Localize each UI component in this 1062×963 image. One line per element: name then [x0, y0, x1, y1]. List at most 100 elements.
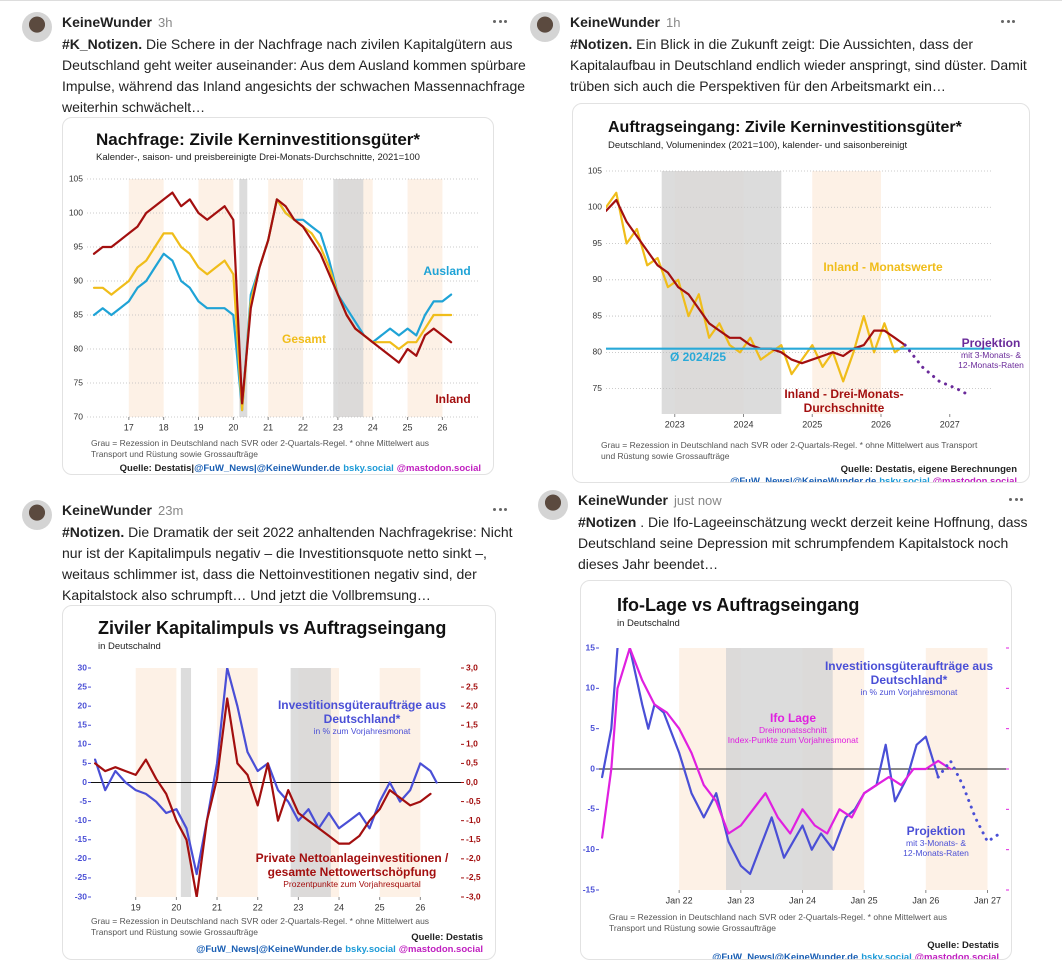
series-label: Ø 2024/25	[653, 350, 743, 364]
source-part: Quelle: Destatis|	[119, 463, 195, 474]
timestamp: 1h	[665, 15, 681, 30]
plot-area	[128, 179, 443, 417]
avatar	[538, 490, 568, 520]
chart-title: Ziviler Kapitalimpuls vs Auftragseingang	[98, 618, 447, 638]
chart-footnote: Grau = Rezession in Deutschland nach SVR…	[601, 440, 978, 461]
source-part: @FuW_News|	[196, 944, 259, 955]
series-line	[936, 759, 1002, 844]
x-tick-label: 2024	[733, 419, 753, 429]
recession-band	[661, 171, 782, 414]
y-tick-label: 75	[593, 383, 603, 393]
y-tick-label: -10	[583, 844, 596, 854]
source-part: bsky.social	[879, 476, 930, 483]
series-name: Investitionsgüteraufträge aus Deutschlan…	[824, 659, 994, 687]
author: KeineWunder	[62, 502, 152, 518]
chart-subtitle: Kalender-, saison- und preisbereinigte D…	[96, 152, 420, 163]
timestamp: 23m	[157, 503, 184, 518]
y2-tick-label: -15	[1011, 884, 1012, 894]
series-note: Dreimonatsschnitt	[758, 725, 828, 735]
series-label: Investitionsgüteraufträge aus Deutschlan…	[262, 698, 462, 736]
x-tick-label: Jan 22	[666, 895, 693, 905]
year-stripe	[407, 179, 443, 417]
hashtag: #Notizen	[578, 514, 637, 530]
source-line: Quelle: Destatis, eigene Berechnungen	[730, 464, 1017, 476]
post-header: KeineWunder 23m	[62, 502, 183, 518]
series-layer	[606, 191, 991, 398]
year-stripe	[128, 179, 164, 417]
series-line	[601, 648, 952, 839]
author: KeineWunder	[62, 14, 152, 30]
y2-tick-label: -1,5	[466, 834, 481, 844]
x-tick-label: Jan 27	[974, 895, 1001, 905]
y2-tick-label: -2,5	[466, 872, 481, 882]
x-tick-label: 18	[159, 422, 169, 432]
source-part: @KeineWunder.de	[256, 463, 341, 474]
y-tick-label: -30	[75, 891, 88, 901]
chart-footnote: Grau = Rezession in Deutschland nach SVR…	[91, 438, 430, 459]
series-label: Private Nettoanlageinvestitionen / gesam…	[245, 851, 460, 889]
source-line: Quelle: Destatis	[712, 940, 999, 952]
year-stripe	[268, 179, 304, 417]
recession-band	[239, 179, 248, 417]
source-part: bsky.social	[861, 952, 912, 960]
y2-tick-label: 2,5	[466, 681, 478, 691]
chart-card: 30 25 20 15 10 5 0 -5 -10 -15 -20 -25 -30 3,0 2,5 2,0 1,…	[62, 605, 496, 960]
post-body: . Die Ifo-Lageeinschätzung weckt derzeit…	[578, 514, 1028, 572]
series-line	[903, 343, 972, 398]
chart: 70 75 80 85 90 95 100 105 17 18 19 20 21 22 23 24 25 26	[69, 173, 479, 432]
y2-tick-label: 2,0	[466, 700, 478, 710]
x-tick-label: 20	[228, 422, 238, 432]
source-part: @mastodon.social	[398, 944, 483, 955]
source-part: bsky.social	[343, 463, 394, 474]
series-note: Index-Punkte zum Vorjahresmonat	[727, 735, 859, 745]
y-tick-label: 10	[78, 739, 88, 749]
series-label: Projektion mit 3-Monats- & 12-Monats-Raten	[881, 824, 991, 858]
source-part: Quelle: Destatis	[411, 932, 483, 943]
series-label: Ausland	[407, 264, 487, 278]
y-tick-label: 75	[74, 377, 84, 387]
chart-card: 15 10 5 0 -5 -10 -15 15 10 5 0 -5 -10 -15 Jan 22 Jan 23…	[580, 580, 1012, 960]
y2-tick-label: 1,5	[466, 720, 478, 730]
y-tick-label: 20	[78, 700, 88, 710]
y-tick-label: 70	[74, 411, 84, 421]
series-line	[92, 191, 453, 405]
x-tick-label: 25	[403, 422, 413, 432]
more-menu[interactable]	[493, 508, 507, 512]
y2-tick-label: -1,0	[466, 815, 481, 825]
series-name: Private Nettoanlageinvestitionen / gesam…	[255, 851, 449, 879]
dot	[1006, 20, 1010, 23]
more-menu[interactable]	[1001, 20, 1015, 24]
chart-source: Quelle: Destatis|@FuW_News|@KeineWunder.…	[119, 463, 481, 474]
post-header: KeineWunder 3h	[62, 14, 172, 30]
series-name: Projektion	[961, 336, 1021, 350]
x-tick-label: 26	[437, 422, 447, 432]
y-tick-label: 100	[588, 202, 602, 212]
dot	[493, 508, 496, 511]
y2-tick-label: -5	[1011, 804, 1012, 814]
post-header: KeineWunder 1h	[570, 14, 680, 30]
source-line: Quelle: Destatis|@FuW_News|@KeineWunder.…	[119, 463, 481, 474]
y-tick-label: 5	[590, 723, 595, 733]
chart: 30 25 20 15 10 5 0 -5 -10 -15 -20 -25 -30 3,0 2,5 2,0 1,…	[75, 662, 481, 912]
y2-tick-label: 5	[1011, 723, 1012, 733]
y2-tick-label: -3,0	[466, 891, 481, 901]
series-label: Gesamt	[264, 332, 344, 346]
more-menu[interactable]	[493, 20, 507, 24]
dot	[1020, 498, 1023, 501]
x-tick-label: 2026	[871, 419, 891, 429]
source-part: @FuW_News|	[730, 476, 793, 483]
y2-tick-label: -2,0	[466, 853, 481, 863]
y2-tick-label: -0,5	[466, 796, 481, 806]
timestamp: 3h	[157, 15, 173, 30]
source-part: @KeineWunder.de	[774, 952, 859, 960]
y-tick-label: 85	[593, 310, 603, 320]
more-menu[interactable]	[1009, 498, 1023, 502]
series-note: mit 3-Monats- &	[906, 838, 966, 848]
y-tick-label: 85	[74, 309, 84, 319]
series-label: Inland - Drei-Monats-Durchschnitte	[769, 387, 919, 415]
post-text: #Notizen . Die Ifo-Lageeinschätzung weck…	[578, 512, 1046, 575]
x-tick-label: 19	[131, 902, 141, 912]
y-tick-label: 25	[78, 681, 88, 691]
x-tick-label: 19	[193, 422, 203, 432]
source-part: Quelle: Destatis, eigene Berechnungen	[840, 464, 1017, 475]
